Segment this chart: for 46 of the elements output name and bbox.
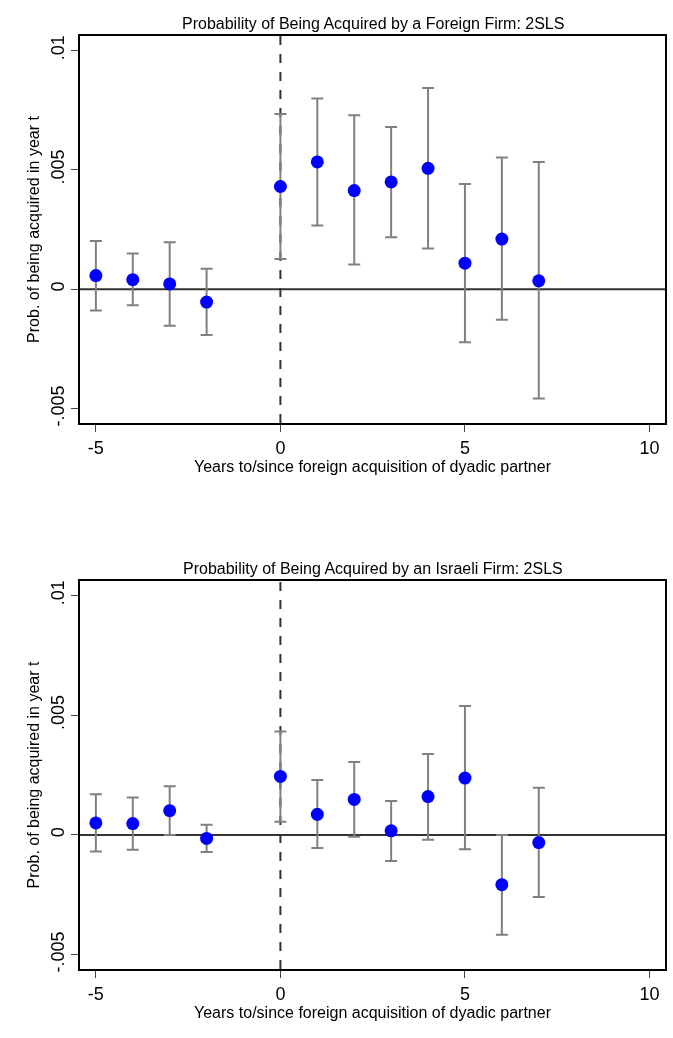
point — [458, 256, 472, 270]
y-tick-label: 0 — [47, 827, 68, 838]
point — [347, 184, 361, 198]
x-axis-title: Years to/since foreign acquisition of dyadic partner — [194, 457, 552, 475]
point — [310, 155, 324, 169]
y-tick-label: .005 — [47, 694, 68, 730]
point — [200, 831, 214, 845]
point — [532, 836, 546, 850]
point — [163, 277, 177, 291]
y-tick-label: -.005 — [47, 931, 68, 973]
point — [89, 816, 103, 830]
x-tick-label: 0 — [275, 437, 286, 458]
point — [163, 804, 177, 818]
y-tick-label: .01 — [47, 580, 68, 606]
x-tick-label: -5 — [87, 983, 104, 1004]
y-tick-label: .005 — [47, 149, 68, 185]
point — [495, 878, 509, 892]
x-axis-title: Years to/since foreign acquisition of dyadic partner — [194, 1003, 552, 1021]
y-axis-title: Prob. of being acquired in year t — [25, 661, 43, 889]
x-tick-label: 10 — [639, 983, 660, 1004]
y-tick-label: .01 — [47, 35, 68, 61]
point — [126, 817, 140, 831]
point — [384, 824, 398, 838]
point — [421, 161, 435, 175]
point — [421, 790, 435, 804]
chart-title: Probability of Being Acquired by a Foreign Firm: 2SLS — [182, 15, 565, 32]
point — [273, 769, 287, 783]
point — [89, 269, 103, 283]
x-tick-label: 10 — [639, 437, 660, 458]
point — [495, 232, 509, 246]
x-tick-label: 0 — [275, 983, 286, 1004]
point — [458, 771, 472, 785]
point — [310, 807, 324, 821]
point — [384, 175, 398, 189]
point — [126, 273, 140, 287]
x-tick-label: -5 — [87, 437, 104, 458]
chart-title: Probability of Being Acquired by an Israeli Firm: 2SLS — [183, 560, 563, 577]
x-tick-label: 5 — [459, 983, 470, 1004]
y-tick-label: 0 — [47, 281, 68, 292]
x-tick-label: 5 — [459, 437, 470, 458]
point — [347, 792, 361, 806]
point — [532, 274, 546, 288]
y-axis-title: Prob. of being acquired in year t — [25, 115, 43, 343]
y-tick-label: -.005 — [47, 385, 68, 427]
point — [273, 180, 287, 193]
point — [200, 295, 214, 309]
